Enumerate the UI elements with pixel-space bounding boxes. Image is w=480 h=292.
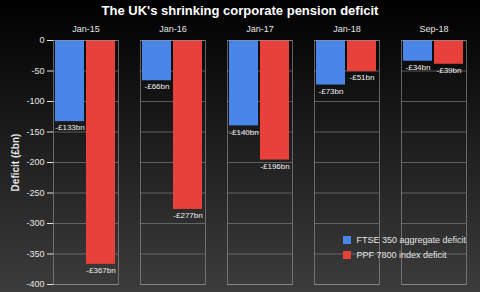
html-text:FTSE 350 aggregate deficit: FTSE 350 aggregate deficit <box>356 234 466 245</box>
svg-text:Jan-17: Jan-17 <box>246 24 274 34</box>
svg-text:-£34bn: -£34bn <box>406 63 431 72</box>
svg-text:-250: -250 <box>26 188 44 198</box>
svg-text:-400: -400 <box>26 279 44 289</box>
svg-text:Deficit (£bn): Deficit (£bn) <box>10 134 21 192</box>
svg-text:Jan-16: Jan-16 <box>159 24 187 34</box>
svg-text:-£277bn: -£277bn <box>173 211 202 220</box>
svg-text:-150: -150 <box>26 127 44 137</box>
svg-text:-100: -100 <box>26 96 44 106</box>
svg-text:0: 0 <box>39 35 44 45</box>
svg-text:-£196bn: -£196bn <box>260 162 289 171</box>
svg-text:Jan-15: Jan-15 <box>72 24 100 34</box>
svg-text:-£39bn: -£39bn <box>437 66 462 75</box>
svg-text:-200: -200 <box>26 157 44 167</box>
svg-text:-£133bn: -£133bn <box>55 123 84 132</box>
svg-text:-350: -350 <box>26 249 44 259</box>
svg-text:-£51bn: -£51bn <box>350 73 375 82</box>
svg-text:-£140bn: -£140bn <box>229 128 258 137</box>
svg-text:Sep-18: Sep-18 <box>419 24 448 34</box>
svg-text:-£73bn: -£73bn <box>319 87 344 96</box>
html-text:The UK's shrinking corporate p: The UK's shrinking corporate pension def… <box>101 3 379 18</box>
html-text:PPF 7800 index deficit: PPF 7800 index deficit <box>356 249 447 260</box>
svg-text:-£66bn: -£66bn <box>145 82 170 91</box>
svg-text:Jan-18: Jan-18 <box>333 24 361 34</box>
svg-text:-£367bn: -£367bn <box>86 266 115 275</box>
svg-text:-50: -50 <box>31 66 44 76</box>
svg-text:-300: -300 <box>26 218 44 228</box>
